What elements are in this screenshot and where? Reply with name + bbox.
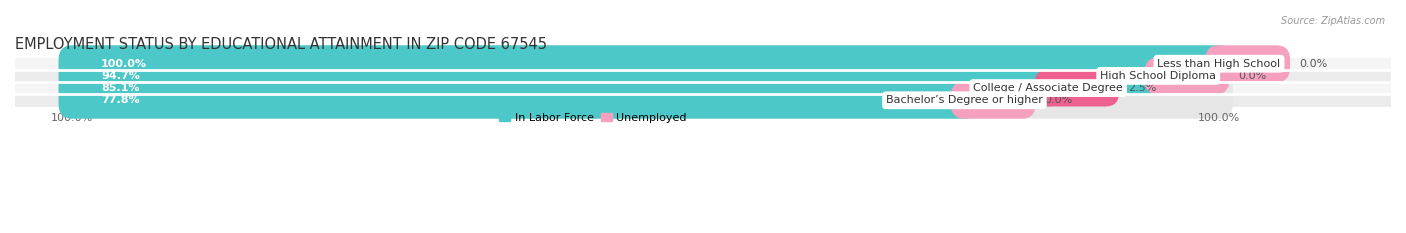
Text: 94.7%: 94.7% xyxy=(101,71,139,81)
Text: Less than High School: Less than High School xyxy=(1157,59,1281,69)
Bar xyxy=(15,58,1391,70)
FancyBboxPatch shape xyxy=(950,82,1036,119)
FancyBboxPatch shape xyxy=(1035,70,1119,106)
Text: 0.0%: 0.0% xyxy=(1239,71,1267,81)
Text: EMPLOYMENT STATUS BY EDUCATIONAL ATTAINMENT IN ZIP CODE 67545: EMPLOYMENT STATUS BY EDUCATIONAL ATTAINM… xyxy=(15,37,547,52)
Text: 85.1%: 85.1% xyxy=(101,83,139,93)
Text: 100.0%: 100.0% xyxy=(101,59,148,69)
Text: 77.8%: 77.8% xyxy=(101,95,139,105)
FancyBboxPatch shape xyxy=(59,70,1233,106)
Text: Bachelor’s Degree or higher: Bachelor’s Degree or higher xyxy=(886,95,1043,105)
Bar xyxy=(15,94,1391,106)
FancyBboxPatch shape xyxy=(1205,45,1291,82)
FancyBboxPatch shape xyxy=(59,58,1233,94)
FancyBboxPatch shape xyxy=(59,45,1233,82)
Text: College / Associate Degree: College / Associate Degree xyxy=(973,83,1123,93)
Text: 2.5%: 2.5% xyxy=(1129,83,1157,93)
Text: High School Diploma: High School Diploma xyxy=(1101,71,1216,81)
FancyBboxPatch shape xyxy=(59,82,1233,119)
Text: Source: ZipAtlas.com: Source: ZipAtlas.com xyxy=(1281,16,1385,26)
FancyBboxPatch shape xyxy=(59,45,1233,82)
Bar xyxy=(15,82,1391,94)
FancyBboxPatch shape xyxy=(1144,58,1229,94)
Text: 0.0%: 0.0% xyxy=(1299,59,1327,69)
Legend: In Labor Force, Unemployed: In Labor Force, Unemployed xyxy=(495,108,690,127)
Bar xyxy=(15,70,1391,82)
FancyBboxPatch shape xyxy=(59,58,1173,94)
FancyBboxPatch shape xyxy=(59,70,1062,106)
FancyBboxPatch shape xyxy=(59,82,979,119)
Text: 0.0%: 0.0% xyxy=(1045,95,1073,105)
